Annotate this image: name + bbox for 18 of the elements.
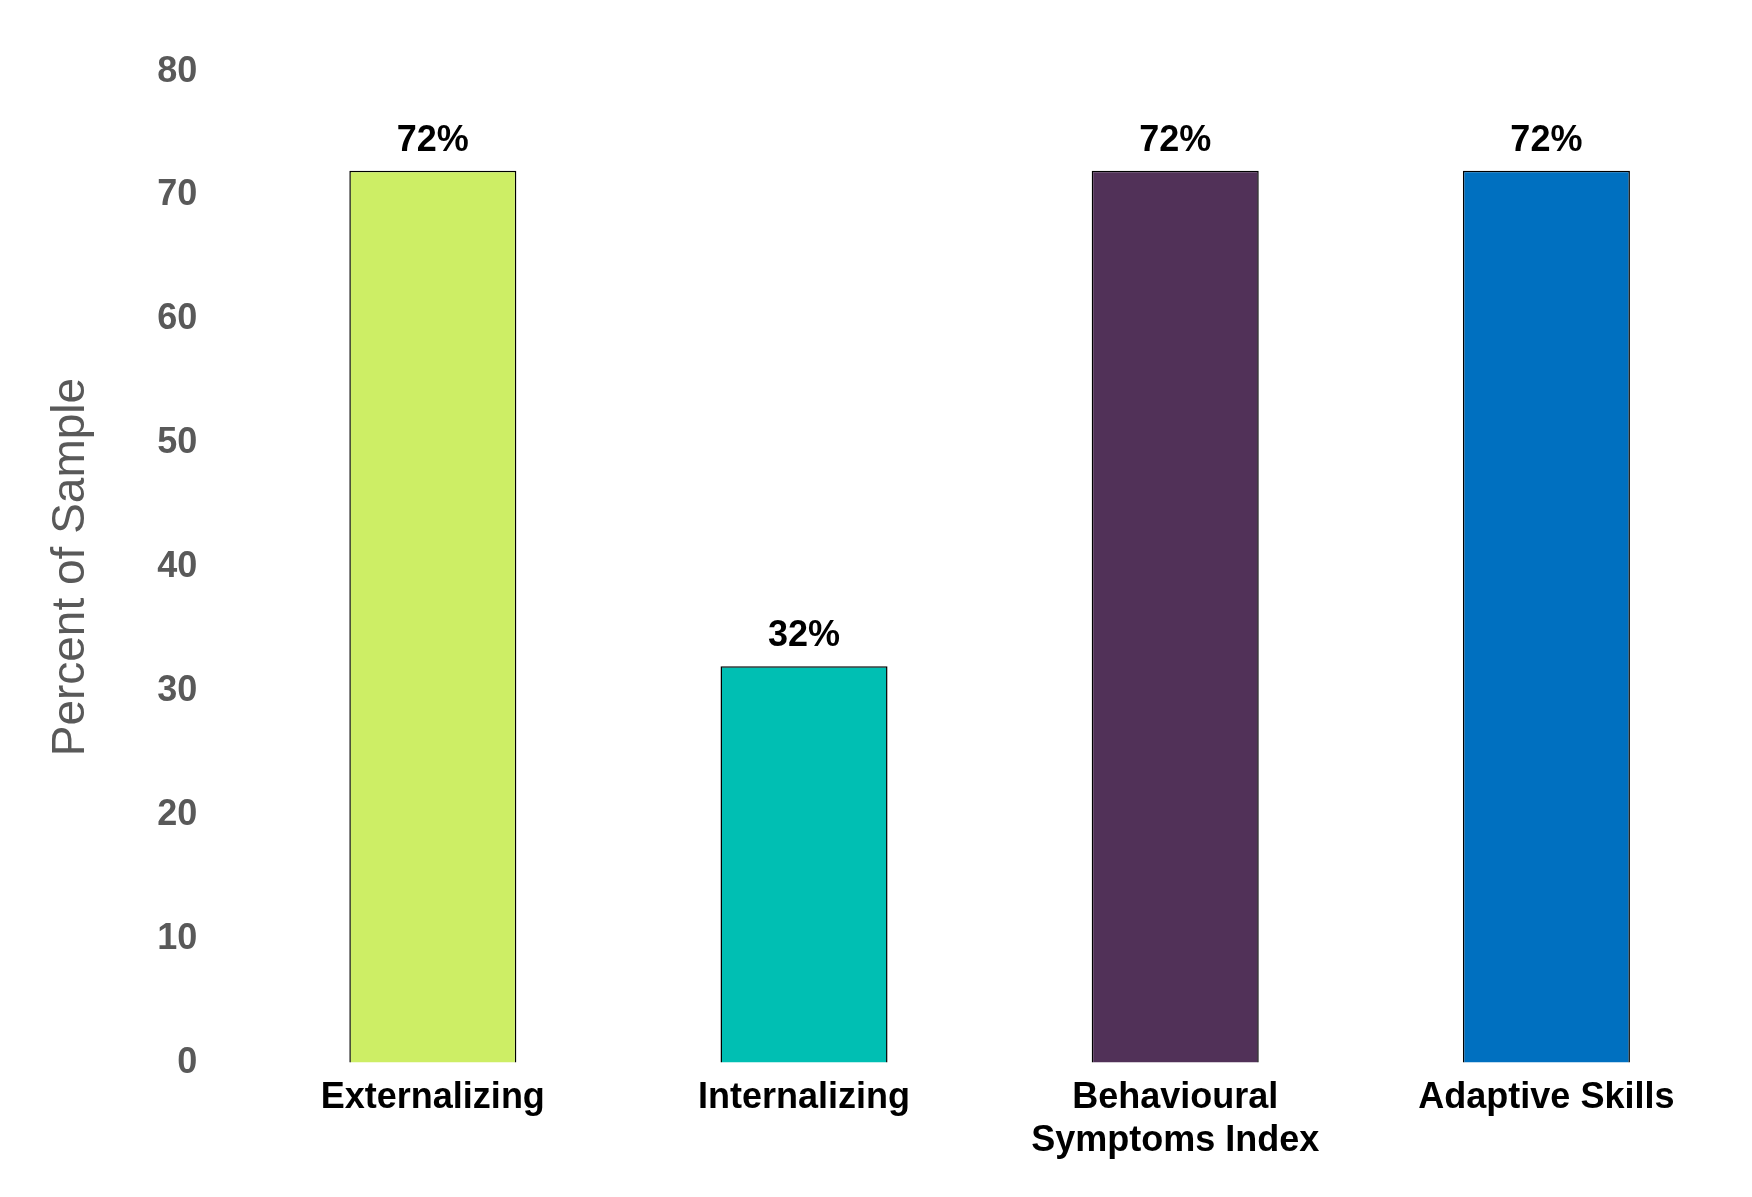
x-tick-label: Behavioural Symptoms Index (1031, 1075, 1320, 1160)
y-tick-label: 0 (177, 1039, 198, 1081)
y-tick-label: 70 (157, 172, 198, 214)
data-label: 72% (1510, 117, 1583, 159)
y-tick-label: 20 (157, 791, 198, 833)
y-tick-label: 30 (157, 667, 198, 709)
y-tick-label: 40 (157, 544, 198, 586)
x-tick-label: Internalizing (698, 1075, 911, 1117)
x-tick-label: Externalizing (320, 1075, 545, 1117)
data-label: 32% (768, 613, 841, 655)
y-tick-label: 50 (157, 420, 198, 462)
x-tick-label: Adaptive Skills (1418, 1075, 1675, 1117)
data-label: 72% (396, 117, 469, 159)
y-tick-label: 80 (157, 48, 198, 90)
y-axis-title: Percent of Sample (42, 377, 95, 757)
y-tick-label: 10 (157, 915, 198, 957)
y-tick-label: 60 (157, 296, 198, 338)
data-label: 72% (1139, 117, 1212, 159)
